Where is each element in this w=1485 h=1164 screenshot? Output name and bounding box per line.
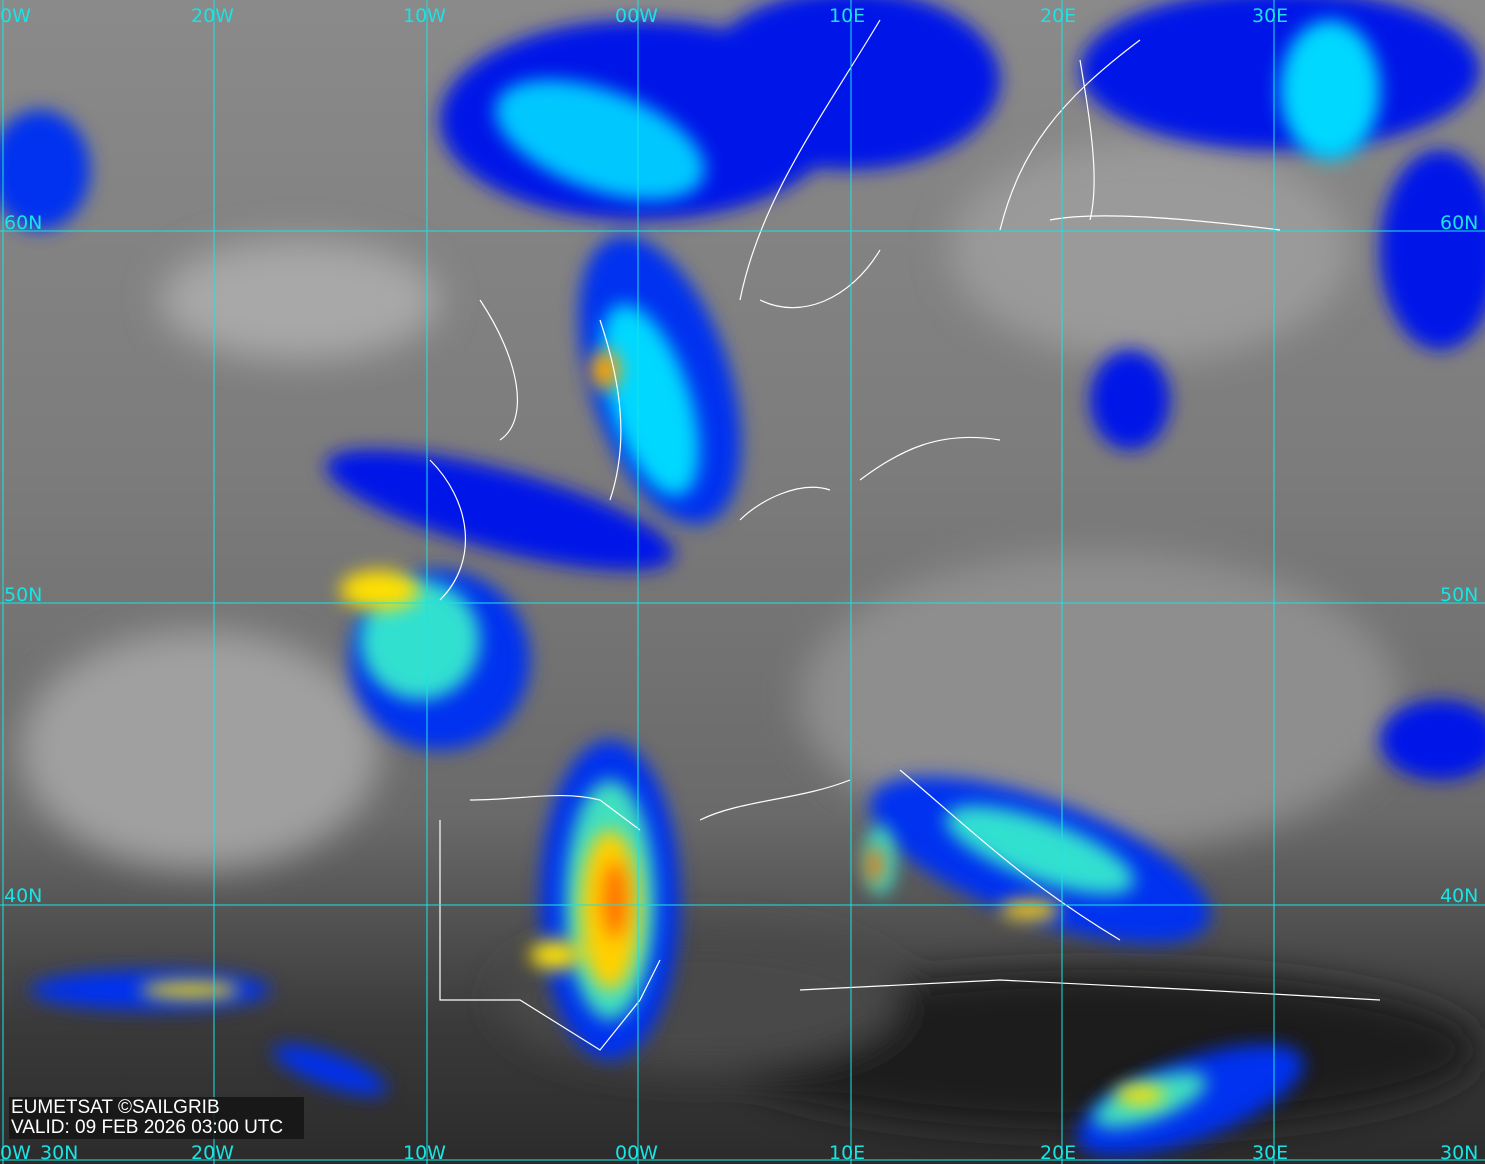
credit-box: EUMETSAT ©SAILGRIB VALID: 09 FEB 2026 03… bbox=[9, 1097, 304, 1139]
lat-label-right: 40N bbox=[1440, 885, 1479, 907]
high-cloud-tops bbox=[140, 350, 1165, 1105]
lat-label-right: 60N bbox=[1440, 212, 1479, 234]
coastlines bbox=[429, 19, 1381, 1051]
lon-label-bottom: 20E bbox=[1040, 1142, 1077, 1164]
lon-label-top: 20W bbox=[191, 5, 234, 27]
gray-cloud-texture bbox=[20, 140, 1480, 1130]
lat-label-left: 30N bbox=[40, 1142, 79, 1164]
lon-label-bottom: 00W bbox=[615, 1142, 658, 1164]
lat-label-left: 60N bbox=[4, 212, 43, 234]
lon-label-bottom: 20W bbox=[191, 1142, 234, 1164]
lon-label-top: 10E bbox=[829, 5, 866, 27]
lon-label-top: 10W bbox=[403, 5, 446, 27]
lon-label-top: 20E bbox=[1040, 5, 1077, 27]
lon-label-bottom: 30E bbox=[1252, 1142, 1289, 1164]
lon-label-bottom: 10E bbox=[829, 1142, 866, 1164]
lon-label-top: 0W bbox=[0, 5, 31, 27]
lat-label-left: 40N bbox=[4, 885, 43, 907]
lon-label-bottom: 0W bbox=[0, 1142, 31, 1164]
lon-label-top: 30E bbox=[1252, 5, 1289, 27]
lon-label-bottom: 10W bbox=[403, 1142, 446, 1164]
lon-label-top: 00W bbox=[615, 5, 658, 27]
credit-text: EUMETSAT ©SAILGRIB bbox=[11, 1097, 220, 1118]
lat-label-right: 50N bbox=[1440, 584, 1479, 606]
valid-time: VALID: 09 FEB 2026 03:00 UTC bbox=[11, 1117, 284, 1138]
lat-label-right: 30N bbox=[1440, 1142, 1479, 1164]
lat-label-left: 50N bbox=[4, 584, 43, 606]
